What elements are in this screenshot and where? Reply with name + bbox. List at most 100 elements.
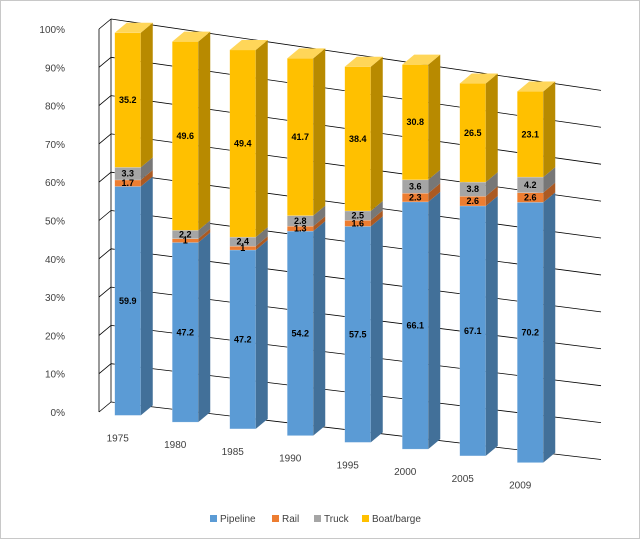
y-tick-label: 20% (45, 331, 65, 342)
bar-segment (229, 49, 256, 238)
bar-segment-side (543, 167, 556, 193)
data-label: 2.6 (466, 196, 479, 206)
data-labels: 59.91.73.335.247.212.249.647.212.449.454… (119, 95, 539, 344)
bar-segment (287, 230, 314, 436)
bar-segment (172, 41, 199, 231)
y-tick-label: 10% (45, 370, 65, 381)
y-tick-label: 0% (51, 408, 66, 419)
y-tick-label: 70% (45, 140, 65, 151)
gridline-edge (98, 401, 112, 413)
gridline-edge (98, 133, 112, 145)
data-label: 47.2 (176, 327, 194, 337)
gridline-edge (98, 325, 112, 336)
x-tick-label: 1985 (222, 447, 245, 458)
bar-segment-side (255, 39, 268, 238)
data-label: 41.7 (291, 132, 309, 142)
bar-segment-side (140, 169, 153, 187)
data-label: 57.5 (349, 329, 367, 339)
gridline (110, 18, 602, 91)
data-label: 2.2 (179, 230, 192, 240)
bar-segment (172, 242, 199, 423)
data-label: 49.4 (234, 139, 252, 149)
gridline-edge (98, 18, 112, 30)
bar-segment-side (428, 183, 441, 202)
data-label: 2.6 (524, 192, 537, 202)
bar-segment-top (459, 73, 498, 84)
legend-swatch (362, 515, 369, 522)
data-label: 70.2 (521, 327, 539, 337)
bar-segment-side (313, 205, 326, 227)
y-tick-label: 60% (45, 178, 65, 189)
gridline-edge (98, 171, 112, 183)
data-label: 3.8 (466, 184, 479, 194)
data-label: 1 (240, 243, 245, 253)
legend-label: Pipeline (220, 514, 256, 525)
data-label: 1 (183, 236, 188, 246)
bar-segment (114, 32, 141, 168)
x-tick-label: 2005 (452, 474, 475, 485)
bar-segment-side (485, 73, 498, 183)
bar-segment (344, 66, 371, 212)
data-label: 3.6 (409, 182, 422, 192)
bar-segment-top (287, 48, 326, 59)
bar-segment-top (114, 22, 153, 33)
x-tick-label: 1990 (279, 454, 302, 465)
bar-segment-side (485, 172, 498, 197)
data-label: 59.9 (119, 296, 137, 306)
bar-segment (344, 226, 371, 443)
bar-segment-side (370, 56, 383, 211)
bar-segment (517, 202, 544, 463)
data-label: 35.2 (119, 95, 137, 105)
bar-segment-side (313, 221, 326, 436)
bar-segment-top (402, 54, 441, 65)
data-label: 67.1 (464, 326, 482, 336)
legend-swatch (272, 515, 279, 522)
y-tick-label: 90% (45, 63, 65, 74)
bar-segment-side (428, 169, 441, 194)
legend: Pipeline Rail Truck Boat/barge (210, 514, 421, 525)
bar-segment-side (140, 157, 153, 180)
y-tick-label: 30% (45, 293, 65, 304)
bar-segment-side (543, 192, 556, 463)
bar-segment-side (198, 31, 211, 231)
data-label: 1.3 (294, 224, 307, 234)
legend-label: Rail (282, 514, 299, 525)
legend-label: Truck (324, 514, 350, 525)
bar-segment-side (198, 220, 211, 239)
data-label: 1.6 (351, 218, 364, 228)
data-label: 3.3 (121, 169, 134, 179)
data-label: 23.1 (521, 129, 539, 139)
bar-segment-side (485, 186, 498, 206)
gridline-edge (98, 286, 112, 298)
bar-segment-side (313, 216, 326, 232)
x-tick-label: 1995 (337, 460, 360, 471)
y-tick-label: 50% (45, 217, 65, 228)
bar-segment-side (255, 236, 268, 251)
y-tick-label: 80% (45, 102, 65, 113)
x-tick-label: 2000 (394, 467, 417, 478)
bar-segment (287, 58, 314, 216)
bar-segment-side (370, 200, 383, 221)
bar-segment-top (172, 31, 211, 42)
bar-segment-side (140, 176, 153, 416)
bar-segment-side (255, 227, 268, 247)
y-tick-label: 40% (45, 255, 65, 266)
bar-segment (229, 249, 256, 430)
y-axis-ticks: 0% 10% 20% 30% 40% 50% 60% 70% 80% 90% 100% (39, 25, 65, 419)
legend-swatch (314, 515, 321, 522)
bar-segment-side (313, 48, 326, 216)
data-label: 47.2 (234, 334, 252, 344)
bar-segment-side (198, 232, 211, 423)
data-label: 2.5 (351, 211, 364, 221)
data-label: 49.6 (176, 131, 194, 141)
data-label: 2.8 (294, 216, 307, 226)
data-label: 2.4 (236, 237, 249, 247)
data-label: 38.4 (349, 134, 367, 144)
bar-segment (402, 201, 429, 450)
gridline-edge (98, 210, 112, 221)
bar-segment-top (229, 39, 268, 50)
bar-segment-side (255, 240, 268, 429)
bar-segment-side (543, 81, 556, 178)
